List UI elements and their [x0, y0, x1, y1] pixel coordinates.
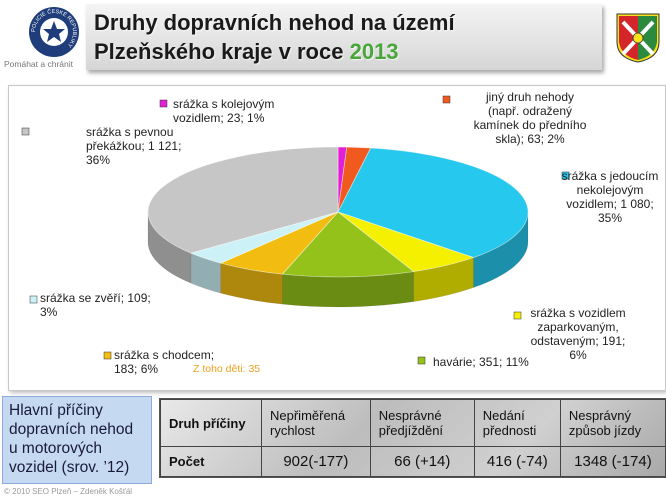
data-label: havárie; 351; 11% — [433, 355, 529, 369]
row-header-count: Počet — [160, 446, 262, 477]
data-label: srážka s kolejovým vozidlem; 23; 1% — [173, 97, 274, 125]
footer-credit: © 2010 SEO Plzeň – Zdeněk Košťál — [4, 487, 133, 496]
legend-marker — [159, 99, 168, 108]
slogan: Pomáhat a chránit — [4, 59, 73, 69]
legend-marker — [513, 311, 522, 320]
table-cell: 416 (-74) — [473, 446, 561, 477]
column-header: Nepřiměřená rychlost — [261, 398, 371, 448]
header: POLICIE ČESKÉ REPUBLIKY Pomáhat a chráni… — [0, 0, 666, 78]
data-label: srážka se zvěří; 109; 3% — [40, 291, 151, 319]
data-label: srážka s vozidlem zaparkovaným, odstaveným… — [530, 306, 625, 362]
column-header: Nedání přednosti — [473, 398, 561, 448]
pie-slice — [337, 147, 529, 258]
causes-box: Hlavní příčiny dopravních nehod u motoro… — [2, 396, 152, 484]
column-header: Nesprávné předjíždění — [369, 398, 475, 448]
legend-marker — [21, 127, 30, 136]
police-logo-icon: POLICIE ČESKÉ REPUBLIKY — [29, 7, 79, 57]
pie-slice — [281, 211, 415, 278]
legend-marker — [29, 295, 38, 304]
annotation-children: Z toho děti: 35 — [193, 363, 260, 375]
regional-crest-icon — [616, 13, 660, 63]
column-header: Nesprávný způsob jízdy — [559, 398, 666, 448]
pie-slice — [147, 146, 339, 254]
causes-table: Druh příčiny Nepřiměřená rychlost Nesprá… — [159, 398, 666, 478]
row-header-type: Druh příčiny — [160, 398, 262, 448]
title-line1: Druhy dopravních nehod na území — [94, 10, 455, 35]
page-title: Druhy dopravních nehod na území Plzeňské… — [94, 8, 455, 66]
table-cell: 66 (+14) — [369, 446, 475, 477]
data-label: jiný druh nehody (např. odražený kamínek d… — [474, 90, 587, 146]
table-cell: 902(-177) — [261, 446, 371, 477]
legend-marker — [103, 351, 112, 360]
title-year: 2013 — [349, 39, 399, 64]
table-row: Počet 902(-177) 66 (+14) 416 (-74) 1348 … — [160, 446, 666, 477]
table-row: Druh příčiny Nepřiměřená rychlost Nesprá… — [160, 398, 666, 448]
causes-title: Hlavní příčiny dopravních nehod u motoro… — [9, 402, 134, 476]
legend-marker — [417, 356, 426, 365]
data-label: srážka s pevnou překážkou; 1 121; 36% — [86, 125, 181, 167]
table-cell: 1348 (-174) — [559, 446, 666, 477]
legend-marker — [442, 95, 451, 104]
data-label: srážka s jedoucím nekolejovým vozidlem; 1 … — [562, 169, 659, 225]
data-label: srážka s chodcem; 183; 6% — [114, 348, 214, 376]
title-line2: Plzeňského kraje v roce — [94, 39, 344, 64]
title-band: Druhy dopravních nehod na území Plzeňské… — [86, 4, 602, 70]
legend-marker — [561, 171, 570, 180]
